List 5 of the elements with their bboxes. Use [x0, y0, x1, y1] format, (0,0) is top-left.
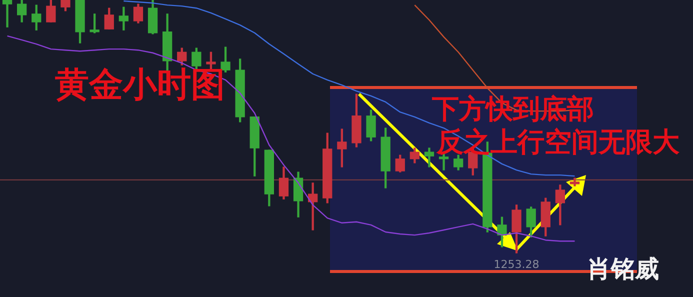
- candlestick: [438, 154, 449, 170]
- annotation: 黄金小时图: [55, 64, 225, 105]
- annotation: 1253.28: [494, 258, 540, 271]
- candlestick: [2, 0, 12, 28]
- candlestick: [308, 182, 318, 230]
